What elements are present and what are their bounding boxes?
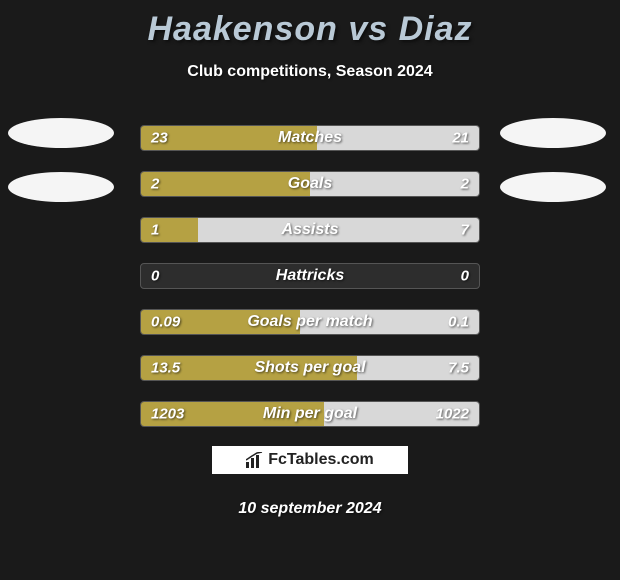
stat-label: Assists [282, 221, 339, 239]
avatar-placeholder [500, 172, 606, 202]
subtitle: Club competitions, Season 2024 [0, 63, 620, 81]
stat-value-left: 0.09 [151, 314, 180, 331]
stat-value-left: 23 [151, 130, 168, 147]
stat-value-right: 0 [461, 268, 469, 285]
stat-value-left: 2 [151, 176, 159, 193]
avatar-placeholder [8, 118, 114, 148]
stat-row: 0 0 Hattricks [140, 263, 480, 289]
watermark-text: FcTables.com [268, 451, 374, 469]
bar-left [141, 218, 198, 242]
stat-label: Goals per match [247, 313, 372, 331]
bar-right [198, 218, 479, 242]
stat-value-right: 2 [461, 176, 469, 193]
stat-label: Goals [288, 175, 332, 193]
chart-icon [246, 452, 264, 468]
comparison-card: Haakenson vs Diaz Club competitions, Sea… [0, 0, 620, 580]
avatar-placeholder [8, 172, 114, 202]
stat-value-left: 0 [151, 268, 159, 285]
stat-label: Min per goal [263, 405, 357, 423]
stat-row: 0.09 0.1 Goals per match [140, 309, 480, 335]
date-label: 10 september 2024 [0, 500, 620, 518]
bar-right [310, 172, 479, 196]
player-right-avatars [500, 118, 606, 202]
stat-row: 13.5 7.5 Shots per goal [140, 355, 480, 381]
player-left-avatars [8, 118, 114, 202]
stat-row: 2 2 Goals [140, 171, 480, 197]
stat-row: 1 7 Assists [140, 217, 480, 243]
stat-value-right: 21 [452, 130, 469, 147]
stat-label: Shots per goal [254, 359, 365, 377]
stat-value-left: 1203 [151, 406, 184, 423]
stat-label: Hattricks [276, 267, 344, 285]
bar-left [141, 172, 310, 196]
stat-value-left: 13.5 [151, 360, 180, 377]
stats-container: 23 21 Matches 2 2 Goals 1 7 Assists 0 0 Hattricks 0.… [140, 125, 480, 447]
watermark: FcTables.com [210, 444, 410, 476]
avatar-placeholder [500, 118, 606, 148]
stat-value-right: 0.1 [448, 314, 469, 331]
stat-row: 23 21 Matches [140, 125, 480, 151]
stat-value-left: 1 [151, 222, 159, 239]
page-title: Haakenson vs Diaz [0, 0, 620, 49]
stat-value-right: 7 [461, 222, 469, 239]
stat-label: Matches [278, 129, 342, 147]
stat-row: 1203 1022 Min per goal [140, 401, 480, 427]
stat-value-right: 7.5 [448, 360, 469, 377]
stat-value-right: 1022 [436, 406, 469, 423]
